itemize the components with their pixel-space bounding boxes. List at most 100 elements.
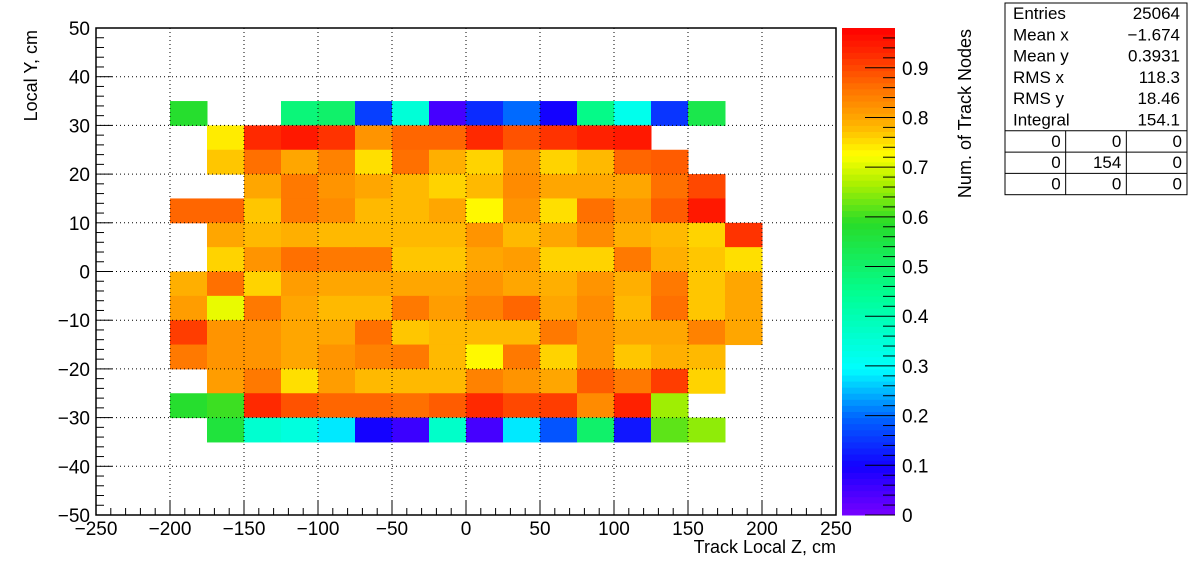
stats-grid-cell: 0 — [1112, 132, 1121, 151]
heatmap-cell — [503, 393, 541, 419]
heatmap-cell — [429, 393, 467, 419]
heatmap-cell — [244, 125, 282, 151]
palette-band — [842, 326, 895, 333]
palette-band — [842, 131, 895, 139]
heatmap-cell — [503, 320, 541, 346]
heatmap-cell — [355, 101, 393, 126]
palette-tick-label: 0.8 — [902, 108, 928, 129]
heatmap-cell — [170, 344, 208, 370]
stats-label: RMS y — [1013, 89, 1065, 108]
palette-tick-label: 0 — [902, 506, 913, 527]
heatmap-cell — [392, 101, 430, 126]
heatmap-cell — [170, 320, 208, 346]
palette-band — [842, 466, 895, 473]
y-tick-label: −10 — [58, 311, 90, 332]
heatmap-cell — [281, 271, 319, 297]
palette-band — [842, 40, 895, 47]
grid-lines — [96, 28, 836, 515]
heatmap-cell — [392, 417, 430, 443]
stats-label: Mean y — [1013, 47, 1069, 66]
heatmap-cell — [318, 198, 356, 224]
palette-band — [842, 368, 895, 376]
palette-band — [842, 94, 895, 102]
heatmap-cell — [466, 393, 504, 419]
heatmap-cell — [466, 101, 504, 126]
heatmap-cell — [392, 198, 430, 224]
palette-band — [842, 460, 895, 467]
heatmap-cell — [355, 247, 393, 272]
heatmap-cell — [392, 344, 430, 370]
heatmap-cell — [540, 149, 578, 175]
x-tick-label: 100 — [598, 519, 630, 540]
x-tick-label: 150 — [672, 519, 704, 540]
heatmap-cell — [540, 344, 578, 370]
stats-box: Entries 25064 Mean x −1.674 Mean y 0.3931 RMS … — [1004, 2, 1188, 196]
heatmap-cell — [318, 271, 356, 297]
heatmap-cell — [244, 222, 282, 248]
heatmap-cell — [651, 320, 689, 346]
heatmap-cell — [355, 417, 393, 443]
heatmap-cell — [355, 125, 393, 151]
palette-band — [842, 216, 895, 224]
heatmap-cell — [392, 320, 430, 346]
heatmap-cell — [651, 198, 689, 224]
heatmap-cell — [244, 271, 282, 297]
heatmap-cell — [207, 198, 245, 224]
palette-band — [842, 259, 895, 266]
heatmap-cell — [207, 125, 245, 151]
heatmap-cell — [207, 393, 245, 419]
stats-grid-cell: 0 — [1051, 132, 1060, 151]
heatmap-cell — [207, 295, 245, 321]
heatmap-cell — [577, 247, 615, 272]
palette-band — [842, 344, 895, 352]
heatmap-cell — [614, 125, 652, 151]
palette-band — [842, 308, 895, 315]
heatmap-cell — [429, 417, 467, 443]
heatmap-cell — [392, 393, 430, 419]
heatmap-cell — [466, 149, 504, 175]
palette-tick-label: 0.7 — [902, 158, 928, 179]
heatmap-cell — [651, 271, 689, 297]
palette-band — [842, 253, 895, 260]
heatmap-cell — [577, 320, 615, 346]
heatmap-cell — [429, 198, 467, 224]
heatmap-cell — [466, 271, 504, 297]
heatmap-cell — [281, 247, 319, 272]
heatmap-cell — [207, 320, 245, 346]
heatmap-cell — [318, 247, 356, 272]
palette-band — [842, 143, 895, 151]
heatmap-cell — [577, 174, 615, 199]
palette-band — [842, 241, 895, 248]
heatmap-cell — [392, 295, 430, 321]
palette-band — [842, 234, 895, 242]
heatmap-cell — [318, 393, 356, 419]
x-tick-label: −50 — [376, 519, 408, 540]
palette-band — [842, 508, 895, 516]
heatmap-cell — [355, 295, 393, 321]
palette-band — [842, 119, 895, 126]
heatmap-cell — [540, 125, 578, 151]
palette-band — [842, 405, 895, 413]
heatmap-cell — [281, 149, 319, 175]
heatmap-cell — [503, 198, 541, 224]
heatmap-cell — [503, 125, 541, 151]
heatmap-cell — [281, 368, 319, 394]
heatmap-cell — [614, 417, 652, 443]
heatmap-cell — [725, 271, 763, 297]
palette-band — [842, 496, 895, 504]
palette-band — [842, 350, 895, 358]
palette-band — [842, 174, 895, 181]
heatmap-cell — [429, 149, 467, 175]
heatmap-cell — [466, 247, 504, 272]
heatmap-cell — [503, 149, 541, 175]
y-tick-label: 50 — [69, 19, 90, 40]
heatmap-cell — [281, 417, 319, 443]
palette-band — [842, 168, 895, 175]
palette-band — [842, 222, 895, 230]
heatmap-cell — [392, 149, 430, 175]
palette-band — [842, 204, 895, 212]
x-tick-label: 50 — [529, 519, 550, 540]
heatmap-cell — [503, 101, 541, 126]
palette-band — [842, 113, 895, 120]
